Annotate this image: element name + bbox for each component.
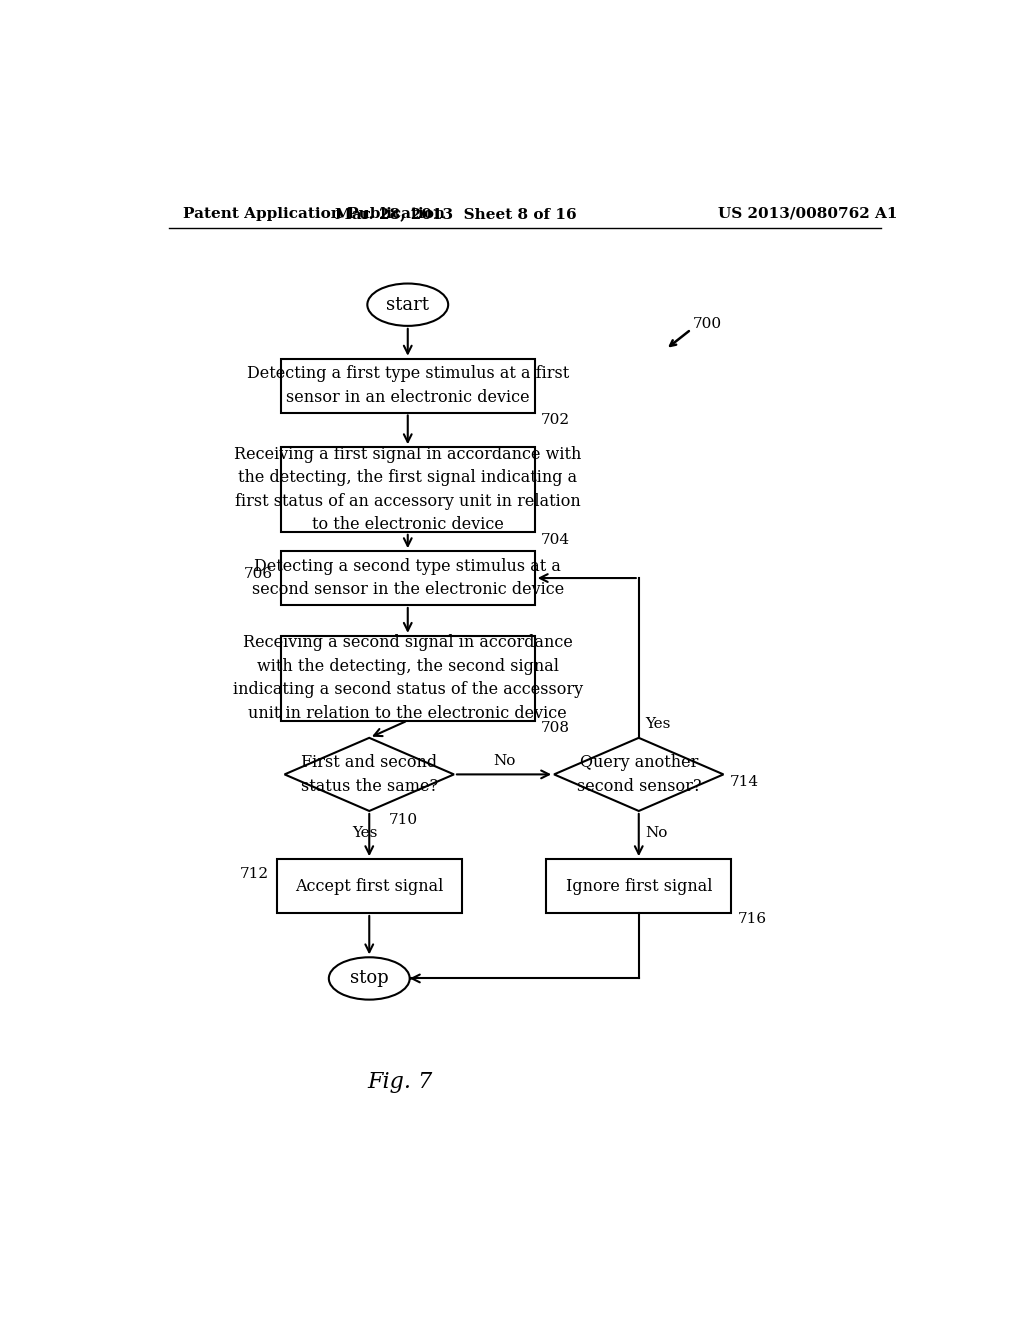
Text: 716: 716 <box>737 912 766 927</box>
Text: Detecting a first type stimulus at a first
sensor in an electronic device: Detecting a first type stimulus at a fir… <box>247 366 569 405</box>
Text: Yes: Yes <box>352 825 378 840</box>
Text: 710: 710 <box>388 813 418 828</box>
Text: Patent Application Publication: Patent Application Publication <box>183 207 444 220</box>
Text: 708: 708 <box>541 721 570 735</box>
Bar <box>547 859 731 913</box>
Text: Ignore first signal: Ignore first signal <box>565 878 712 895</box>
Text: 714: 714 <box>730 775 759 789</box>
Text: 700: 700 <box>692 317 722 331</box>
Text: Detecting a second type stimulus at a
second sensor in the electronic device: Detecting a second type stimulus at a se… <box>252 558 564 598</box>
Text: stop: stop <box>350 969 388 987</box>
Polygon shape <box>285 738 454 810</box>
Text: 712: 712 <box>240 867 269 882</box>
Text: Query another
second sensor?: Query another second sensor? <box>577 754 701 795</box>
Polygon shape <box>554 738 724 810</box>
Bar <box>281 359 535 413</box>
Text: US 2013/0080762 A1: US 2013/0080762 A1 <box>719 207 898 220</box>
Bar <box>281 552 535 605</box>
Text: 706: 706 <box>244 568 272 581</box>
Text: No: No <box>493 754 515 767</box>
Text: Yes: Yes <box>645 717 671 731</box>
Text: No: No <box>645 825 668 840</box>
Bar <box>276 859 462 913</box>
Text: Fig. 7: Fig. 7 <box>368 1072 433 1093</box>
Text: First and second
status the same?: First and second status the same? <box>301 754 438 795</box>
Text: start: start <box>386 296 429 314</box>
Text: 704: 704 <box>541 532 570 546</box>
Ellipse shape <box>368 284 449 326</box>
Bar <box>281 447 535 532</box>
Ellipse shape <box>329 957 410 999</box>
Text: Mar. 28, 2013  Sheet 8 of 16: Mar. 28, 2013 Sheet 8 of 16 <box>335 207 577 220</box>
Bar <box>281 636 535 721</box>
Text: Receiving a second signal in accordance
with the detecting, the second signal
in: Receiving a second signal in accordance … <box>232 635 583 722</box>
Text: Receiving a first signal in accordance with
the detecting, the first signal indi: Receiving a first signal in accordance w… <box>234 446 582 533</box>
Text: 702: 702 <box>541 413 570 428</box>
Text: Accept first signal: Accept first signal <box>295 878 443 895</box>
